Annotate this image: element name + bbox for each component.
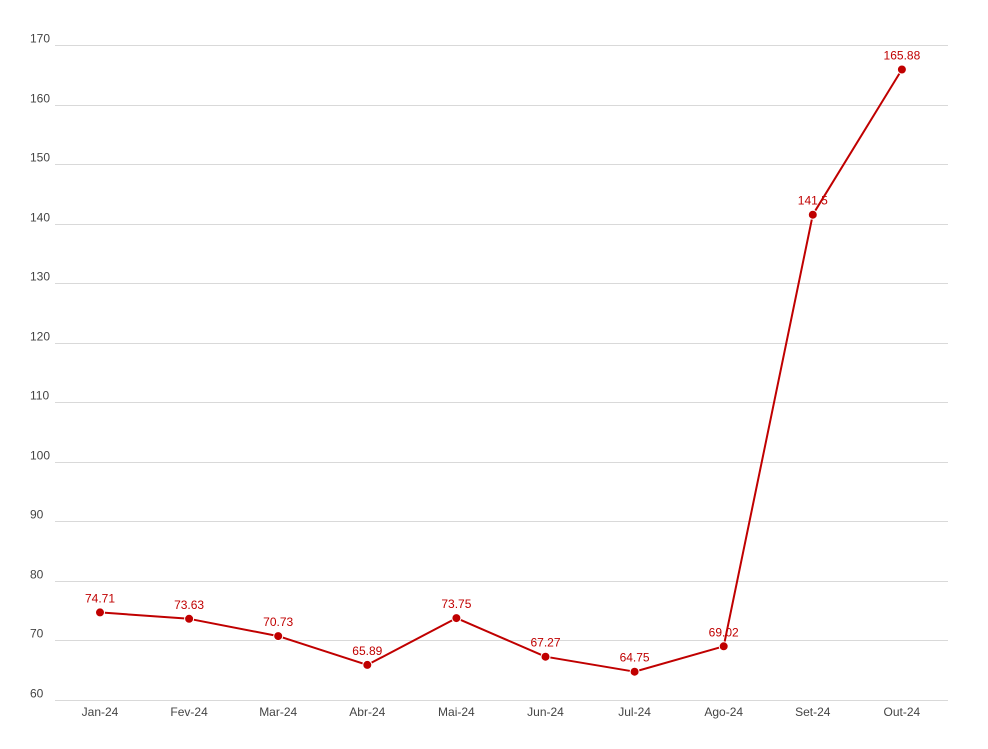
data-label: 73.75 bbox=[441, 597, 471, 611]
data-point bbox=[807, 209, 818, 220]
x-tick-label: Ago-24 bbox=[704, 705, 743, 719]
data-labels: 74.71 73.63 70.73 65.89 73.75 67.27 64.75 69.02… bbox=[85, 49, 921, 665]
data-label: 165.88 bbox=[884, 49, 921, 63]
x-tick-label: Jan-24 bbox=[82, 705, 119, 719]
y-tick-label: 140 bbox=[30, 211, 50, 225]
data-label: 69.02 bbox=[709, 625, 739, 639]
y-tick-label: 90 bbox=[30, 508, 44, 522]
x-tick-label: Set-24 bbox=[795, 705, 831, 719]
y-tick-label: 80 bbox=[30, 568, 44, 582]
data-point bbox=[629, 666, 640, 677]
data-label: 141.5 bbox=[798, 194, 828, 208]
data-point bbox=[451, 613, 462, 624]
data-label: 67.27 bbox=[530, 636, 560, 650]
y-tick-label: 100 bbox=[30, 449, 50, 463]
data-point bbox=[718, 641, 729, 652]
y-tick-label: 60 bbox=[30, 687, 44, 701]
y-tick-label: 110 bbox=[30, 389, 49, 403]
series-line bbox=[99, 68, 903, 673]
x-axis-ticks: Jan-24 Fev-24 Mar-24 Abr-24 Mai-24 Jun-24 Jul-… bbox=[82, 705, 921, 719]
x-tick-label: Fev-24 bbox=[170, 705, 208, 719]
x-tick-label: Out-24 bbox=[884, 705, 921, 719]
y-tick-label: 170 bbox=[30, 32, 50, 46]
x-tick-label: Jun-24 bbox=[527, 705, 564, 719]
gridlines bbox=[55, 45, 948, 701]
data-point bbox=[896, 64, 907, 75]
data-label: 65.89 bbox=[352, 644, 382, 658]
data-point bbox=[273, 631, 284, 642]
data-label: 73.63 bbox=[174, 598, 204, 612]
y-axis-ticks: 60 70 80 90 100 110 120 130 140 150 160 170 bbox=[30, 32, 50, 701]
series-lines bbox=[99, 68, 903, 673]
y-tick-label: 160 bbox=[30, 92, 50, 106]
x-tick-label: Abr-24 bbox=[349, 705, 385, 719]
data-label: 64.75 bbox=[620, 651, 650, 665]
data-point bbox=[540, 651, 551, 662]
data-point bbox=[184, 613, 195, 624]
series-points bbox=[95, 64, 907, 677]
data-point bbox=[362, 659, 373, 670]
x-tick-label: Mar-24 bbox=[259, 705, 297, 719]
y-tick-label: 70 bbox=[30, 627, 44, 641]
y-tick-label: 130 bbox=[30, 270, 50, 284]
x-tick-label: Mai-24 bbox=[438, 705, 475, 719]
x-tick-label: Jul-24 bbox=[618, 705, 651, 719]
data-label: 70.73 bbox=[263, 615, 293, 629]
y-tick-label: 150 bbox=[30, 151, 50, 165]
data-point bbox=[95, 607, 105, 618]
data-label: 74.71 bbox=[85, 591, 115, 605]
y-tick-label: 120 bbox=[30, 330, 50, 344]
